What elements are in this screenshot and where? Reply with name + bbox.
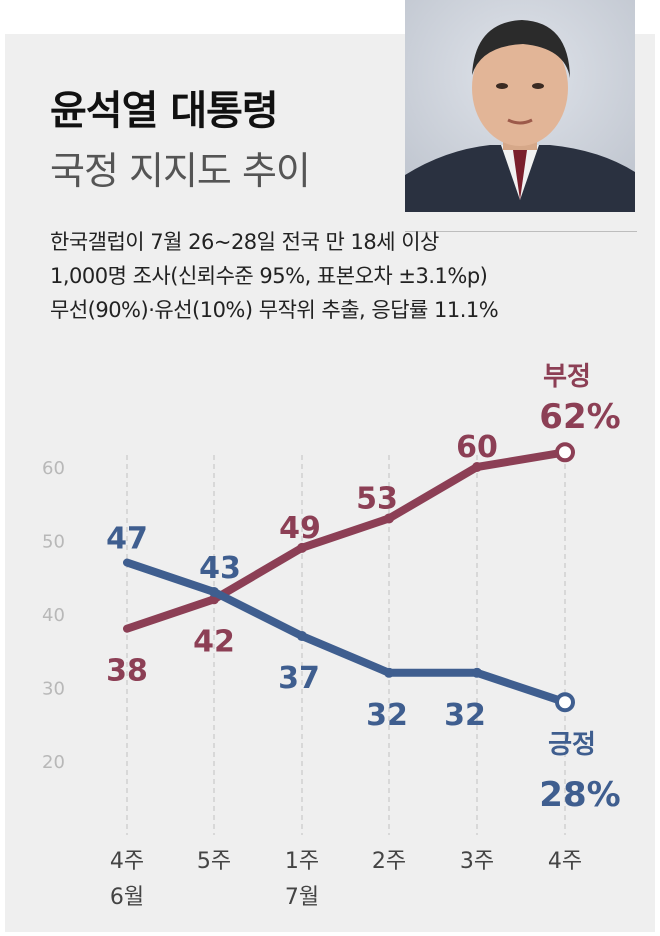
negative-point-4 bbox=[472, 462, 482, 472]
survey-note-3: 무선(90%)·유선(10%) 무작위 추출, 응답률 11.1% bbox=[50, 298, 499, 322]
positive-series-name: 긍정 bbox=[548, 730, 596, 760]
y-tick-60: 60 bbox=[42, 458, 65, 479]
negative-point-3 bbox=[384, 513, 394, 524]
negative-data-label-0: 38 bbox=[106, 654, 148, 689]
negative-series-name: 부정 bbox=[543, 362, 591, 392]
positive-point-2 bbox=[297, 631, 307, 642]
positive-data-label-4: 32 bbox=[444, 698, 486, 733]
x-tick-4: 3주 bbox=[460, 849, 494, 874]
x-tick-0-month: 6월 bbox=[110, 885, 144, 910]
x-tick-5: 4주 bbox=[548, 849, 582, 874]
negative-final-value: 62% bbox=[539, 397, 620, 437]
positive-point-1 bbox=[209, 586, 219, 597]
positive-point-5 bbox=[555, 692, 575, 713]
positive-series-line bbox=[123, 558, 569, 707]
positive-point-4 bbox=[472, 667, 482, 678]
positive-data-label-3: 32 bbox=[366, 698, 408, 733]
negative-data-label-2: 49 bbox=[279, 511, 321, 546]
y-tick-50: 50 bbox=[42, 532, 65, 553]
page-title: 윤석열 대통령 bbox=[50, 88, 279, 134]
x-tick-2: 1주 bbox=[285, 849, 319, 874]
positive-data-label-2: 37 bbox=[278, 661, 320, 696]
positive-final-value: 28% bbox=[539, 775, 620, 815]
survey-note-1: 한국갤럽이 7월 26~28일 전국 만 18세 이상 bbox=[50, 230, 439, 254]
y-tick-40: 40 bbox=[42, 605, 65, 626]
x-tick-1: 5주 bbox=[197, 849, 231, 874]
negative-point-5 bbox=[555, 442, 575, 463]
negative-data-label-1: 42 bbox=[193, 624, 235, 659]
president-photo bbox=[405, 0, 635, 212]
survey-note-2: 1,000명 조사(신뢰수준 95%, 표본오차 ±3.1%p) bbox=[50, 264, 488, 288]
negative-point-2 bbox=[297, 542, 307, 553]
x-tick-3: 2주 bbox=[372, 849, 406, 874]
x-tick-2-month: 7월 bbox=[285, 885, 319, 910]
y-tick-20: 20 bbox=[42, 752, 65, 773]
title-divider bbox=[405, 231, 637, 232]
negative-data-label-4: 60 bbox=[456, 430, 498, 465]
negative-data-label-3: 53 bbox=[356, 481, 398, 516]
page-subtitle: 국정 지지도 추이 bbox=[50, 149, 311, 193]
positive-data-label-1: 43 bbox=[199, 551, 241, 586]
y-tick-30: 30 bbox=[42, 679, 65, 700]
x-tick-0: 4주 bbox=[110, 849, 144, 874]
negative-series-line bbox=[123, 448, 569, 633]
positive-point-3 bbox=[384, 667, 394, 678]
positive-data-label-0: 47 bbox=[106, 522, 148, 557]
